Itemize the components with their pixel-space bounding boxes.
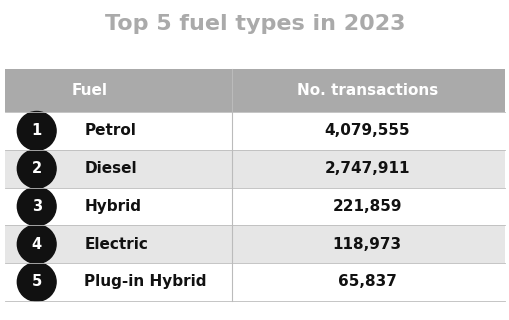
Text: Petrol: Petrol xyxy=(84,124,136,138)
Text: Diesel: Diesel xyxy=(84,161,136,176)
Text: 118,973: 118,973 xyxy=(332,237,401,252)
Text: 2,747,911: 2,747,911 xyxy=(324,161,409,176)
Text: 221,859: 221,859 xyxy=(332,199,401,214)
Text: 65,837: 65,837 xyxy=(337,275,396,289)
Text: Electric: Electric xyxy=(84,237,148,252)
Text: Hybrid: Hybrid xyxy=(84,199,141,214)
Text: Top 5 fuel types in 2023: Top 5 fuel types in 2023 xyxy=(104,14,405,35)
Ellipse shape xyxy=(17,225,56,264)
Text: 1: 1 xyxy=(32,124,42,138)
Ellipse shape xyxy=(17,111,56,150)
FancyBboxPatch shape xyxy=(5,112,504,150)
FancyBboxPatch shape xyxy=(5,263,504,301)
Text: 5: 5 xyxy=(32,275,42,289)
Text: 2: 2 xyxy=(32,161,42,176)
Text: Plug-in Hybrid: Plug-in Hybrid xyxy=(84,275,206,289)
FancyBboxPatch shape xyxy=(5,69,504,112)
FancyBboxPatch shape xyxy=(5,225,504,263)
Text: No. transactions: No. transactions xyxy=(296,83,437,98)
Ellipse shape xyxy=(17,262,56,301)
FancyBboxPatch shape xyxy=(5,188,504,225)
FancyBboxPatch shape xyxy=(5,150,504,188)
Text: 4: 4 xyxy=(32,237,42,252)
Text: Fuel: Fuel xyxy=(71,83,107,98)
Ellipse shape xyxy=(17,187,56,226)
Text: 4,079,555: 4,079,555 xyxy=(324,124,409,138)
Ellipse shape xyxy=(17,149,56,188)
Text: 3: 3 xyxy=(32,199,42,214)
